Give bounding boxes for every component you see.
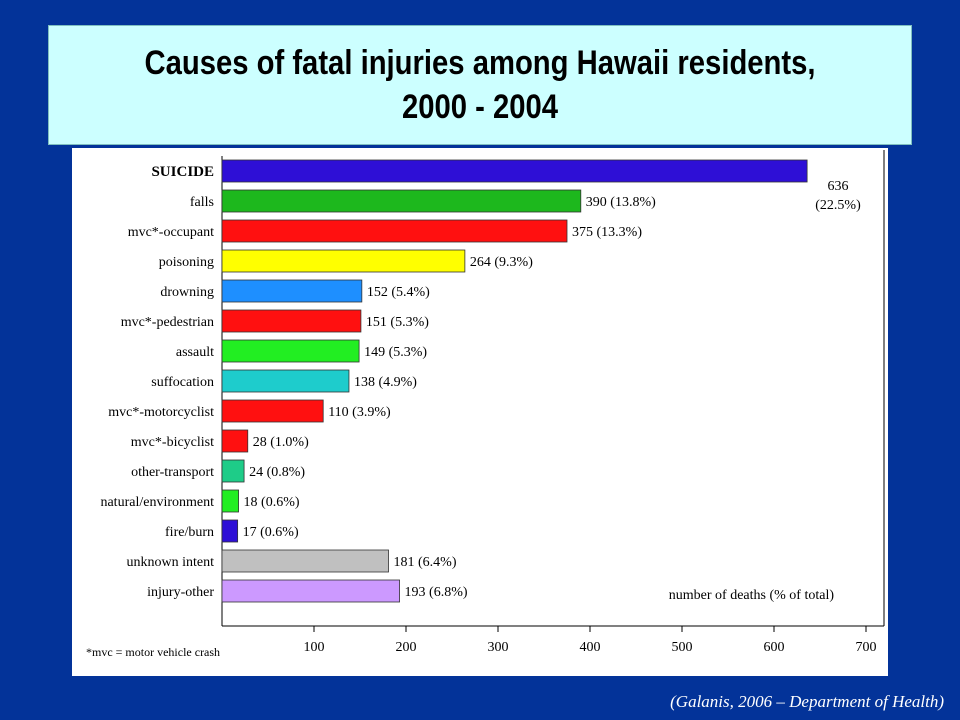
value-label-suicide: 636 — [828, 179, 849, 194]
category-label-suicide: SUICIDE — [151, 164, 214, 180]
category-label-other-transport: other-transport — [131, 465, 214, 480]
category-label-natural-environment: natural/environment — [100, 495, 214, 510]
footnote: *mvc = motor vehicle crash — [86, 645, 220, 659]
value-label-unknown-intent: 181 (6.4%) — [394, 555, 457, 570]
category-label-mvc-motorcyclist: mvc*-motorcyclist — [108, 405, 214, 420]
bar-other-transport — [221, 459, 245, 483]
x-tick-label-100: 100 — [304, 640, 325, 655]
x-tick-label-700: 700 — [856, 640, 877, 655]
category-label-unknown-intent: unknown intent — [127, 555, 215, 570]
category-label-suffocation: suffocation — [151, 375, 214, 390]
category-labels-group: SUICIDE falls mvc*-occupant poisoning drowni… — [100, 164, 214, 600]
bar-mvc-bicyclist — [221, 429, 249, 453]
bar-mvc-pedestrian — [221, 309, 362, 333]
value-label-poisoning: 264 (9.3%) — [470, 255, 533, 270]
x-tick-label-500: 500 — [672, 640, 693, 655]
value-label-injury-other: 193 (6.8%) — [405, 585, 468, 600]
bar-fire-burn — [221, 519, 239, 543]
value-labels-group: 636 (22.5%) 390 (13.8%) 375 (13.3%) 264 (9.3… — [243, 179, 861, 600]
bar-suffocation — [221, 369, 350, 393]
value-label-natural-environment: 18 (0.6%) — [244, 495, 300, 510]
value-label-falls: 390 (13.8%) — [586, 195, 656, 210]
bar-mvc-occupant — [221, 219, 568, 243]
bar-unknown-intent — [221, 549, 389, 573]
bar-natural-environment — [221, 489, 239, 513]
bar-drowning — [221, 279, 363, 303]
category-label-mvc-bicyclist: mvc*-bicyclist — [131, 435, 214, 450]
category-label-falls: falls — [190, 195, 214, 210]
category-label-assault: assault — [176, 345, 214, 360]
value-label-mvc-pedestrian: 151 (5.3%) — [366, 315, 429, 330]
category-label-drowning: drowning — [160, 285, 214, 300]
x-ticks-group: 100 200 300 400 500 600 700 — [304, 626, 877, 655]
bar-suicide — [221, 159, 808, 183]
x-tick-label-600: 600 — [764, 640, 785, 655]
x-tick-label-200: 200 — [396, 640, 417, 655]
title-box: Causes of fatal injuries among Hawaii re… — [48, 25, 912, 145]
category-label-poisoning: poisoning — [159, 255, 214, 270]
bar-falls — [221, 189, 582, 213]
bar-mvc-motorcyclist — [221, 399, 324, 423]
value-label-mvc-bicyclist: 28 (1.0%) — [253, 435, 309, 450]
bar-injury-other — [221, 579, 400, 603]
bar-assault — [221, 339, 360, 363]
category-label-injury-other: injury-other — [147, 585, 214, 600]
value-label-assault: 149 (5.3%) — [364, 345, 427, 360]
value-label-suffocation: 138 (4.9%) — [354, 375, 417, 390]
category-label-fire-burn: fire/burn — [165, 525, 214, 540]
chart-panel: SUICIDE falls mvc*-occupant poisoning drowni… — [72, 148, 888, 676]
value-label-mvc-motorcyclist: 110 (3.9%) — [328, 405, 391, 420]
chart-title: Causes of fatal injuries among Hawaii re… — [144, 44, 816, 126]
value-label-other-transport: 24 (0.8%) — [249, 465, 305, 480]
value-label-mvc-occupant: 375 (13.3%) — [572, 225, 642, 240]
x-tick-label-400: 400 — [580, 640, 601, 655]
bar-poisoning — [221, 249, 466, 273]
citation: (Galanis, 2006 – Department of Health) — [670, 692, 944, 711]
category-label-mvc-occupant: mvc*-occupant — [128, 225, 214, 240]
value-label-drowning: 152 (5.4%) — [367, 285, 430, 300]
percent-label-suicide: (22.5%) — [815, 198, 861, 213]
bars-group — [221, 159, 808, 603]
x-tick-label-300: 300 — [488, 640, 509, 655]
category-label-mvc-pedestrian: mvc*-pedestrian — [121, 315, 214, 330]
bar-chart: SUICIDE falls mvc*-occupant poisoning drowni… — [86, 150, 885, 659]
value-label-fire-burn: 17 (0.6%) — [243, 525, 299, 540]
legend-note: number of deaths (% of total) — [669, 588, 835, 603]
